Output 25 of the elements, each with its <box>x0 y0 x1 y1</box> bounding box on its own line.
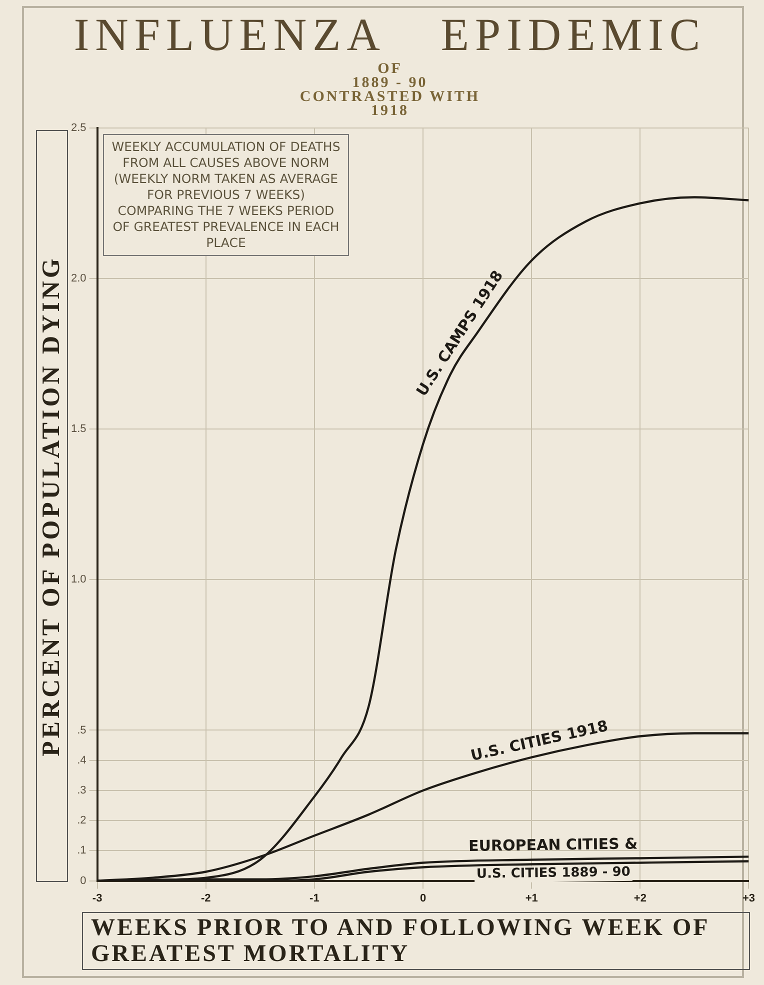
annotation: WEEKLY ACCUMULATION OF DEATHS FROM ALL CAUSES ABOVE NORM (WEEKLY NORM TAKEN AS AVERAGE FOR PREVIOUS 7 WEEKS) COMPARING THE 7 WEEKS PERIOD OF GREATEST PREVALENCE IN EACH PLACE <box>103 134 349 256</box>
x-tick-label: -3 <box>92 892 102 904</box>
y-tick-label: 1.5 <box>70 423 86 436</box>
y-tick-label: .5 <box>77 724 86 736</box>
x-tick-label: -1 <box>310 892 320 904</box>
text: U.S. CITIES 1918 <box>468 716 610 765</box>
y-tick-label: 2.5 <box>70 122 86 134</box>
y-tick-label: .4 <box>77 754 86 766</box>
x-tick-label: 0 <box>420 892 426 904</box>
series-label: U.S. CITIES 1889 - 90 <box>476 864 630 882</box>
y-tick-label: .1 <box>77 844 86 857</box>
y-axis-title: PERCENT OF POPULATION DYING <box>38 256 66 756</box>
x-axis-title: WEEKS PRIOR TO AND FOLLOWING WEEK OF GREATEST MORTALITY <box>82 912 750 970</box>
y-tick-label: .3 <box>77 784 86 796</box>
x-tick-label: -2 <box>200 892 211 904</box>
x-tick-label: +1 <box>525 892 538 904</box>
y-tick-label: .2 <box>77 814 86 827</box>
chart-title: INFLUENZA EPIDEMIC <box>72 8 708 61</box>
x-tick-label: +3 <box>742 892 756 904</box>
y-tick-label: 0 <box>80 874 86 887</box>
chart-subtitle: OF 1889 - 90 CONTRASTED WITH 1918 <box>298 61 482 119</box>
y-tick-label: 2.0 <box>70 272 86 285</box>
x-tick-label: +2 <box>634 892 646 904</box>
y-tick-label: 1.0 <box>70 574 86 586</box>
series-label: EUROPEAN CITIES & <box>468 834 638 855</box>
